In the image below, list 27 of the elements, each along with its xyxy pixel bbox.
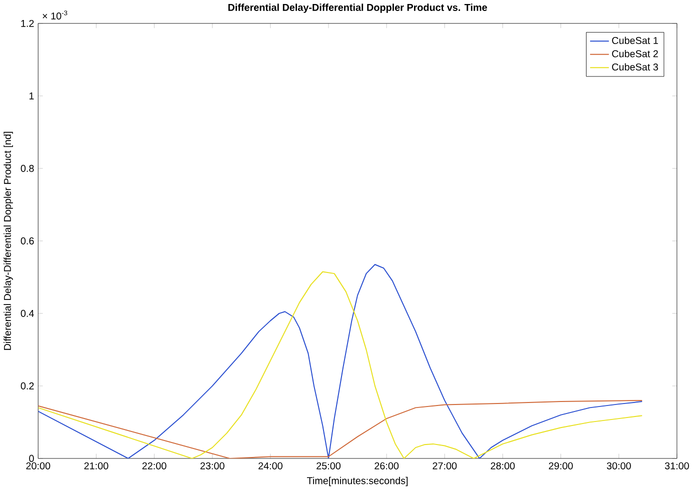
- line-series: [38, 400, 643, 459]
- x-tick-label: 29:00: [548, 462, 573, 470]
- x-tick-label: 21:00: [84, 462, 108, 470]
- x-tick-label: 20:00: [26, 462, 50, 470]
- x-tick-label: 27:00: [432, 462, 457, 470]
- x-tick-label: 22:00: [142, 462, 166, 470]
- x-tick-label: 31:00: [664, 462, 689, 470]
- chart-title: Differential Delay-Differential Doppler Product vs. Time: [228, 4, 488, 13]
- y-tick-label: 1.2: [21, 20, 34, 27]
- x-axis-title: Time[minutes:seconds]: [306, 476, 408, 486]
- x-tick-label: 24:00: [258, 462, 282, 470]
- x-tick-label: 25:00: [316, 462, 341, 470]
- y-tick-label: 1: [30, 92, 34, 100]
- y-tick-label: 0.2: [20, 382, 34, 390]
- x-tick-label: 26:00: [374, 462, 399, 470]
- legend-label: CubeSat 2: [612, 50, 658, 58]
- y-tick-label: 0: [29, 455, 34, 462]
- text: × 10$^{-3}$: [42, 10, 68, 20]
- y-axis-title: Differential Delay-Differential Doppler Product [nd]: [4, 132, 13, 350]
- y-tick-label: 0.6: [20, 237, 34, 245]
- x-tick-label: 30:00: [606, 462, 631, 470]
- y-tick-label: 0.4: [20, 310, 34, 318]
- y-tick-label: 0.8: [20, 164, 34, 172]
- x-tick-label: 23:00: [200, 462, 224, 470]
- legend-label: CubeSat 3: [612, 63, 658, 71]
- legend-label: CubeSat 1: [612, 36, 658, 44]
- x-tick-label: 28:00: [490, 462, 515, 470]
